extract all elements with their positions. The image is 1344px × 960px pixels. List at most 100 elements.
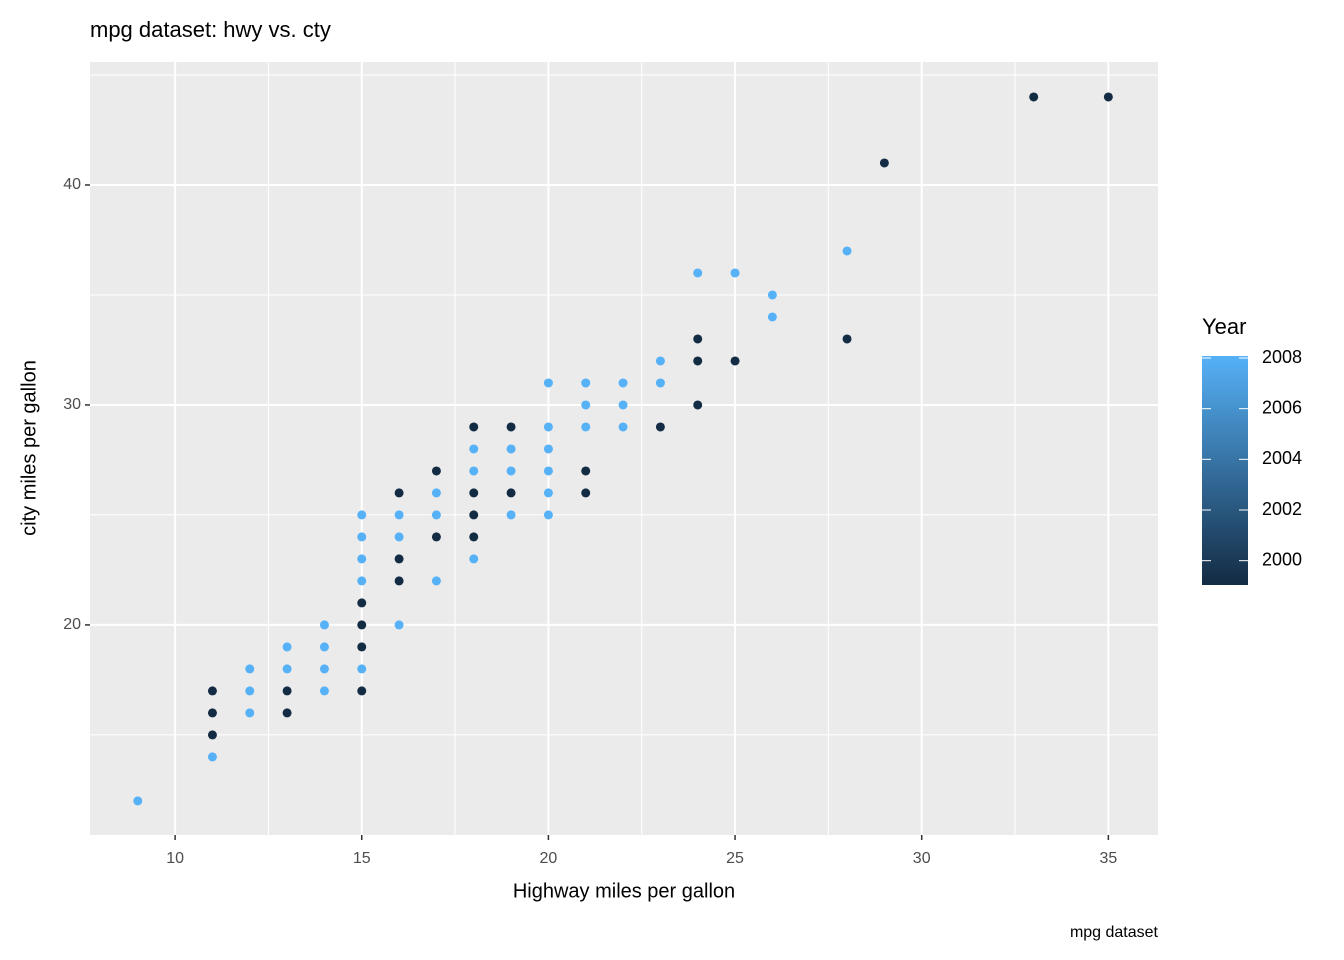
point xyxy=(207,752,217,762)
y-tick-label: 40 xyxy=(63,176,81,193)
point xyxy=(319,620,329,630)
point xyxy=(431,466,441,476)
x-tick-label: 20 xyxy=(540,850,558,867)
point xyxy=(469,444,479,454)
x-tick-label: 15 xyxy=(353,850,371,867)
point xyxy=(767,290,777,300)
legend-label: 2002 xyxy=(1262,499,1302,519)
x-tick-label: 30 xyxy=(913,850,931,867)
point xyxy=(469,422,479,432)
point xyxy=(618,400,628,410)
point xyxy=(357,686,367,696)
point xyxy=(245,708,255,718)
point xyxy=(282,642,292,652)
chart-title: mpg dataset: hwy vs. cty xyxy=(90,17,331,42)
point xyxy=(357,576,367,586)
point xyxy=(506,466,516,476)
point xyxy=(357,510,367,520)
point xyxy=(655,422,665,432)
point xyxy=(469,466,479,476)
point xyxy=(618,422,628,432)
point xyxy=(543,444,553,454)
point xyxy=(1029,92,1039,102)
point xyxy=(319,642,329,652)
point xyxy=(207,686,217,696)
point xyxy=(133,796,143,806)
legend-label: 2006 xyxy=(1262,397,1302,417)
point xyxy=(357,598,367,608)
point xyxy=(282,708,292,718)
point xyxy=(693,400,703,410)
y-tick-label: 20 xyxy=(63,616,81,633)
point xyxy=(842,334,852,344)
point xyxy=(431,510,441,520)
point xyxy=(581,400,591,410)
point xyxy=(693,268,703,278)
point xyxy=(469,554,479,564)
point xyxy=(394,576,404,586)
x-tick-label: 35 xyxy=(1099,850,1117,867)
point xyxy=(842,246,852,256)
legend-label: 2004 xyxy=(1262,448,1302,468)
point xyxy=(581,378,591,388)
point xyxy=(581,466,591,476)
point xyxy=(245,686,255,696)
point xyxy=(767,312,777,322)
x-tick-label: 25 xyxy=(726,850,744,867)
point xyxy=(394,510,404,520)
point xyxy=(469,532,479,542)
point xyxy=(282,686,292,696)
point xyxy=(431,576,441,586)
point xyxy=(581,488,591,498)
panel xyxy=(90,62,1158,835)
point xyxy=(693,334,703,344)
point xyxy=(207,708,217,718)
point xyxy=(506,444,516,454)
legend-label: 2000 xyxy=(1262,549,1302,569)
point xyxy=(655,378,665,388)
legend-title: Year xyxy=(1202,314,1246,339)
point xyxy=(469,488,479,498)
point xyxy=(618,378,628,388)
legend-label: 2008 xyxy=(1262,347,1302,367)
point xyxy=(1103,92,1113,102)
point xyxy=(394,488,404,498)
point xyxy=(394,620,404,630)
point xyxy=(431,488,441,498)
points xyxy=(133,92,1113,806)
y-tick-label: 30 xyxy=(63,396,81,413)
point xyxy=(506,488,516,498)
point xyxy=(357,532,367,542)
point xyxy=(730,356,740,366)
point xyxy=(357,554,367,564)
point xyxy=(357,664,367,674)
point xyxy=(879,158,889,168)
point xyxy=(506,510,516,520)
point xyxy=(319,664,329,674)
caption: mpg dataset xyxy=(1070,924,1159,941)
point xyxy=(543,378,553,388)
point xyxy=(469,510,479,520)
point xyxy=(543,466,553,476)
point xyxy=(394,554,404,564)
point xyxy=(543,510,553,520)
point xyxy=(543,488,553,498)
colorbar xyxy=(1202,356,1248,585)
x-tick-label: 10 xyxy=(166,850,184,867)
point xyxy=(506,422,516,432)
point xyxy=(581,422,591,432)
point xyxy=(245,664,255,674)
y-axis-title: city miles per gallon xyxy=(18,360,40,536)
point xyxy=(655,356,665,366)
point xyxy=(543,422,553,432)
point xyxy=(357,620,367,630)
point xyxy=(319,686,329,696)
point xyxy=(730,268,740,278)
point xyxy=(394,532,404,542)
point xyxy=(282,664,292,674)
point xyxy=(693,356,703,366)
point xyxy=(431,532,441,542)
x-axis-title: Highway miles per gallon xyxy=(513,880,735,902)
